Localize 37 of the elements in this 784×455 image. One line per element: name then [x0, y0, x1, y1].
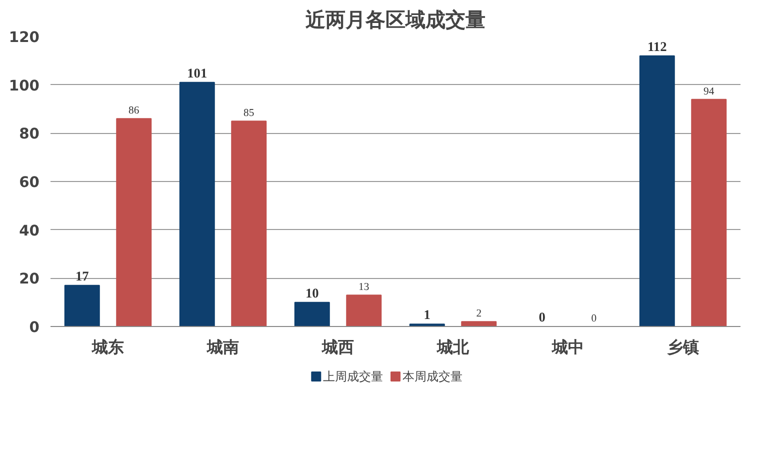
bar	[231, 120, 267, 326]
y-tick-label: 100	[8, 77, 40, 94]
data-label: 0	[538, 310, 546, 324]
data-label: 86	[128, 106, 140, 117]
bar	[116, 118, 152, 326]
data-label: 2	[476, 308, 482, 320]
data-label: 94	[704, 86, 715, 98]
legend-label: 本周成交量	[402, 370, 462, 384]
bar	[461, 321, 497, 326]
x-tick-label: 乡镇	[667, 338, 699, 356]
data-label: 0	[591, 314, 597, 324]
bar	[346, 294, 382, 326]
data-label: 13	[358, 282, 370, 294]
x-tick-label: 城北	[436, 338, 470, 356]
chart-title: 近两月各区域成交量	[304, 8, 486, 32]
bar	[64, 284, 100, 326]
data-label: 112	[647, 38, 668, 54]
data-label: 101	[187, 65, 208, 80]
data-label: 17	[75, 268, 90, 284]
bar	[294, 302, 330, 326]
y-tick-label: 0	[29, 319, 40, 336]
bar	[639, 55, 675, 326]
data-label: 10	[305, 285, 320, 300]
x-tick-label: 城南	[206, 338, 239, 356]
x-tick-label: 城中	[551, 338, 584, 356]
data-label: 1	[424, 307, 430, 322]
data-label: 85	[244, 108, 254, 120]
legend-label: 上周成交量	[323, 370, 384, 384]
x-tick-label: 城西	[321, 338, 354, 356]
y-tick-label: 20	[19, 270, 40, 288]
x-tick-label: 城东	[91, 338, 124, 356]
bar	[691, 98, 727, 326]
y-tick-label: 60	[19, 174, 40, 191]
y-tick-label: 80	[19, 126, 40, 143]
y-tick-label: 40	[19, 222, 40, 240]
y-tick-label: 120	[8, 29, 40, 46]
bar	[179, 82, 215, 326]
